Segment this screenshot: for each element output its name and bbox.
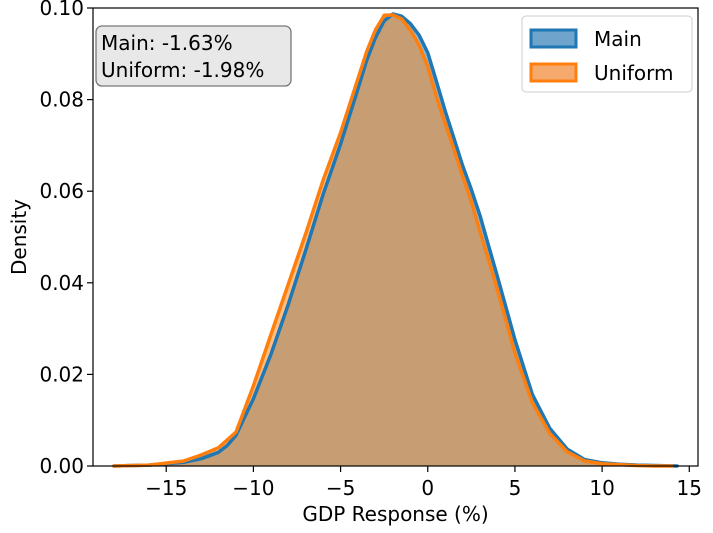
density-line-main: [112, 12, 679, 468]
legend: Main Uniform: [521, 15, 693, 93]
x-tick-label: 15: [677, 476, 702, 500]
y-tick-label: 0.04: [39, 271, 84, 295]
axes: −15 −10 −5 0 5 10 15 0.00 0.02 0.04 0.06 0.08 0.10 GD…: [7, 0, 702, 526]
density-line-uniform: [112, 13, 674, 468]
legend-label-uniform: Uniform: [594, 61, 674, 85]
legend-label-main: Main: [594, 27, 642, 51]
density-fills: [113, 14, 678, 467]
x-axis-label: GDP Response (%): [302, 502, 488, 526]
annotation-line: Uniform: -1.98%: [101, 58, 264, 82]
x-tick-label: 0: [421, 476, 434, 500]
annotation-line: Main: -1.63%: [101, 31, 233, 55]
y-tick-label: 0.02: [39, 362, 84, 386]
y-tick-label: 0.08: [39, 88, 84, 112]
annotation-box: Main: -1.63% Uniform: -1.98%: [95, 25, 292, 87]
legend-swatch-uniform: [529, 62, 578, 83]
annotation-background: [95, 25, 292, 87]
y-axis-label: Density: [7, 199, 31, 275]
plot-frame: [92, 7, 699, 467]
x-tick-label: −15: [145, 476, 187, 500]
x-tick-label: −10: [232, 476, 274, 500]
y-tick-label: 0.06: [39, 179, 84, 203]
x-tick-label: 10: [589, 476, 614, 500]
legend-swatch-main: [529, 28, 578, 49]
density-lines: [112, 12, 679, 468]
y-tick-label: 0.10: [39, 0, 84, 20]
x-tick-label: 5: [509, 476, 522, 500]
x-tick-label: −5: [326, 476, 355, 500]
y-tick-label: 0.00: [39, 454, 84, 478]
density-area-uniform: [113, 14, 672, 467]
